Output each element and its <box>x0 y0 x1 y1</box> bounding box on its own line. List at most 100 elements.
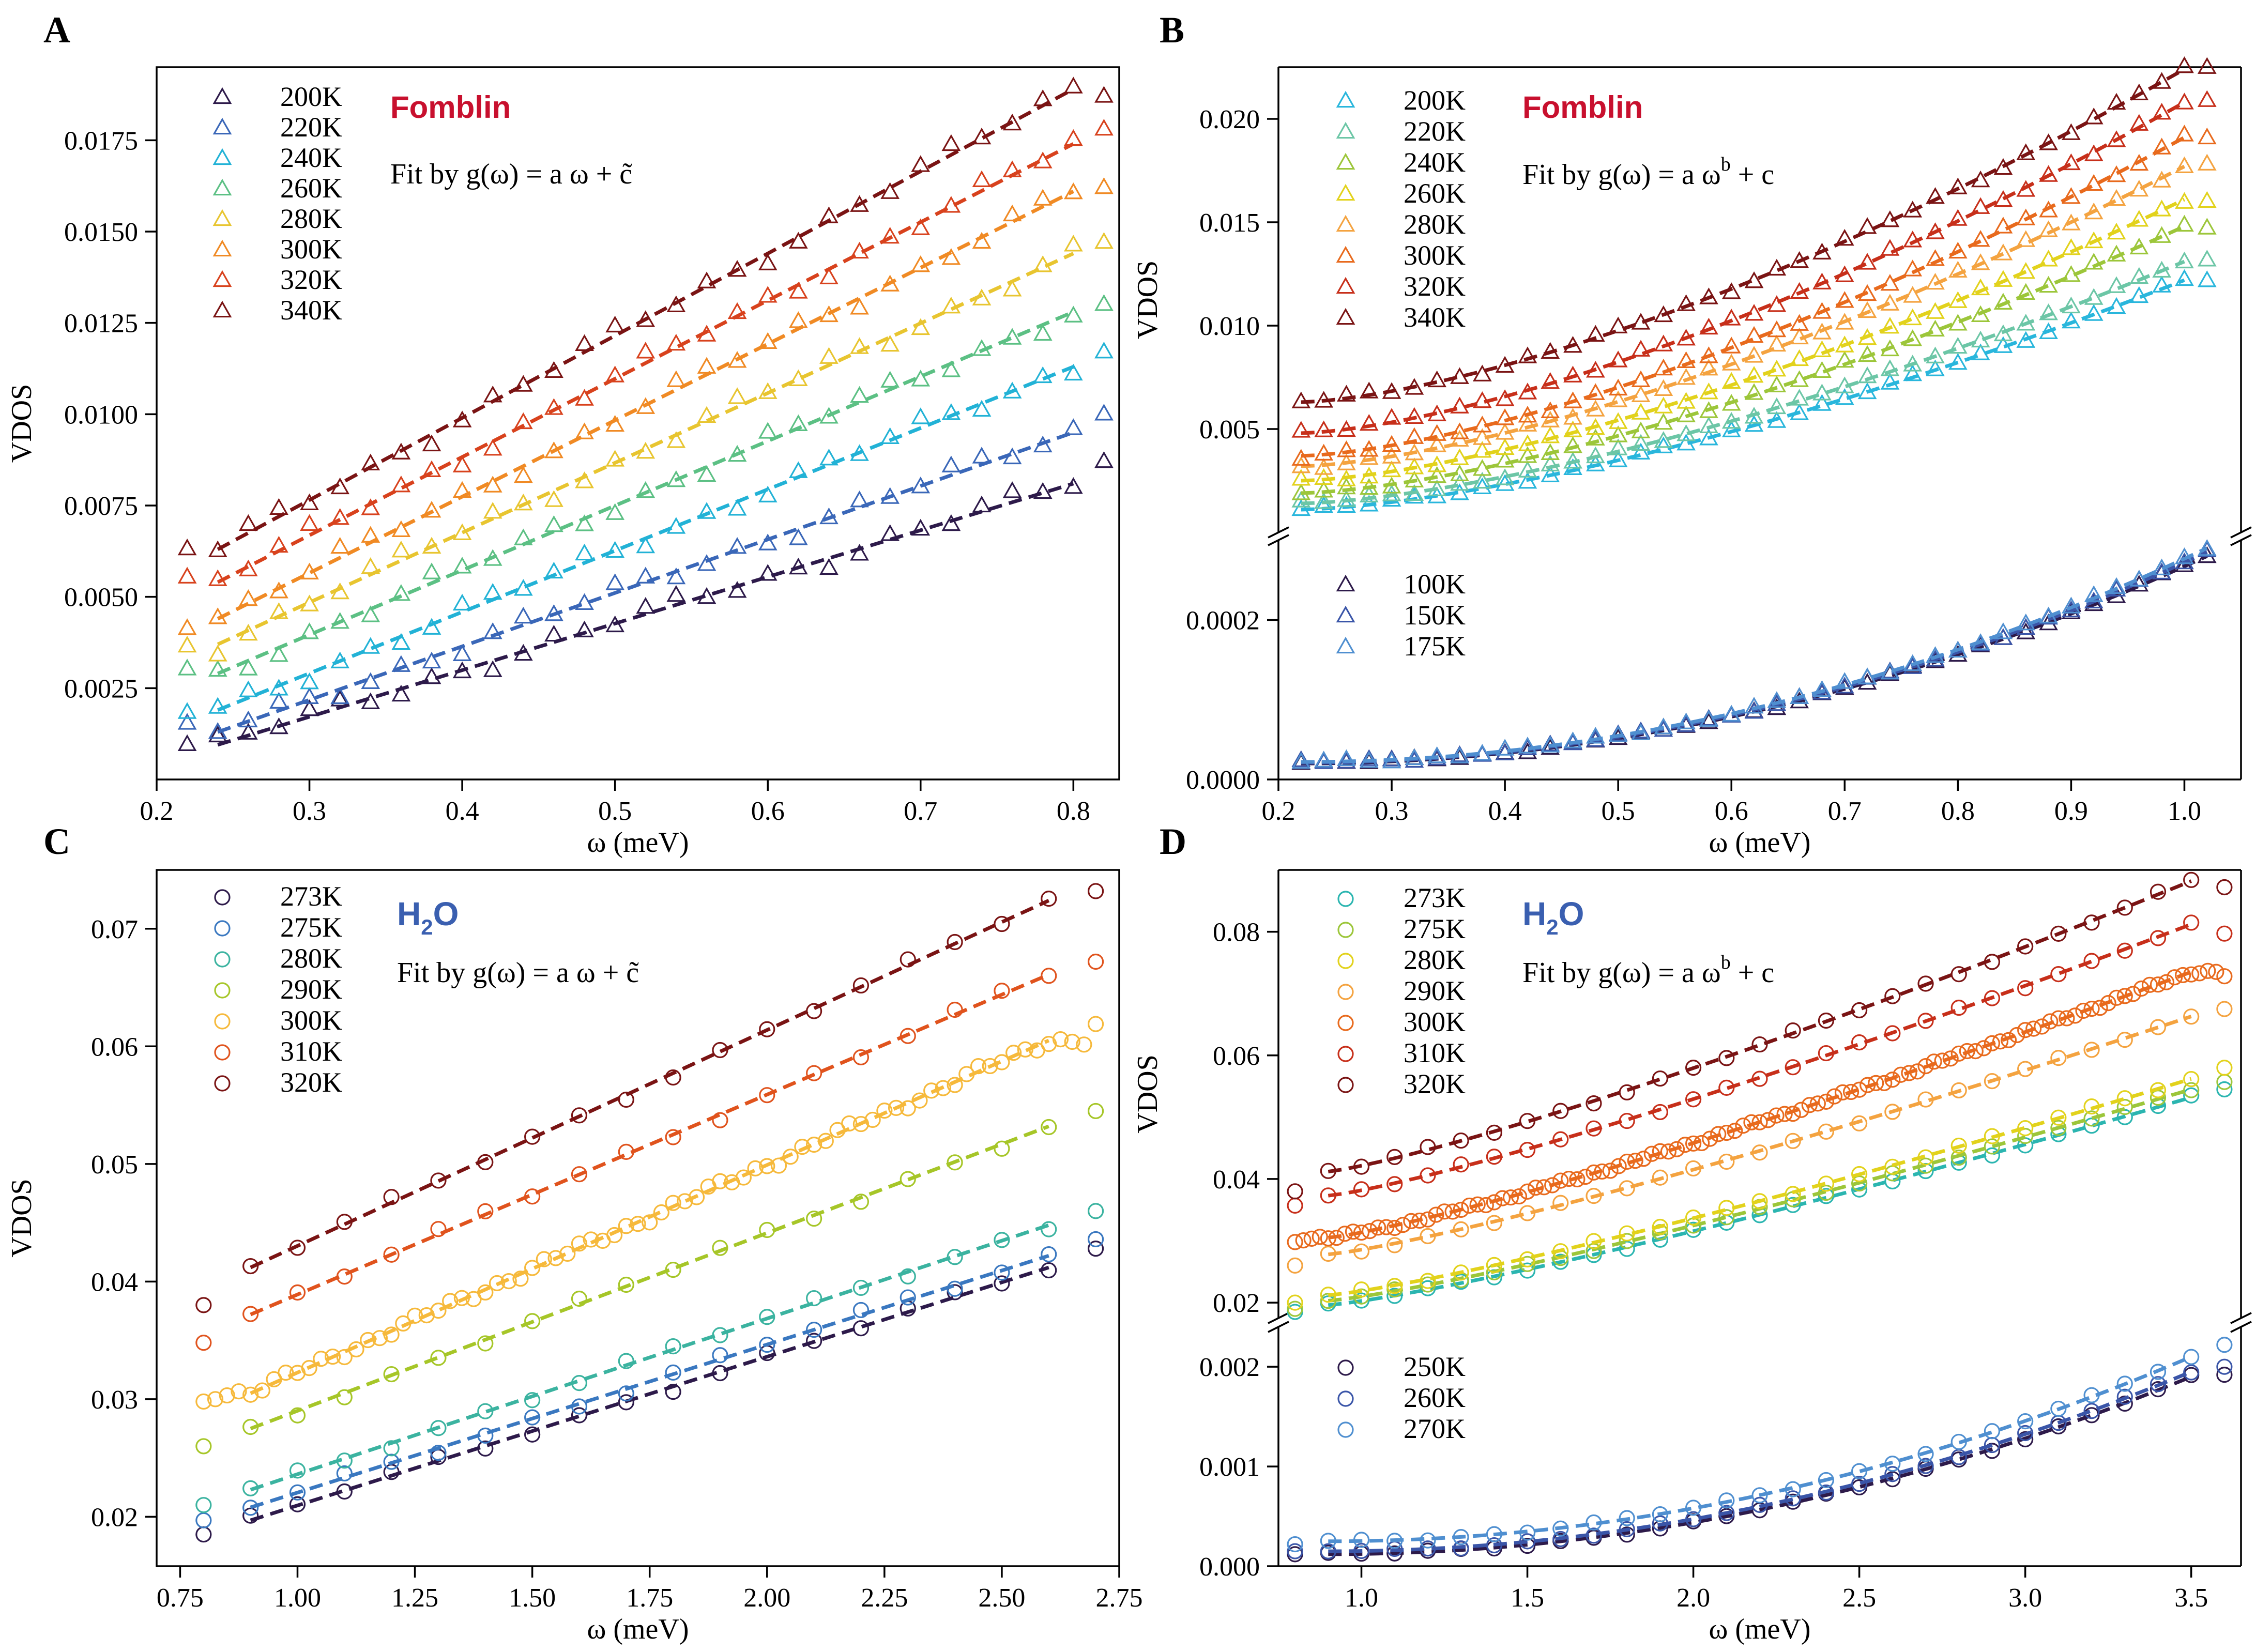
data-point <box>2152 102 2172 120</box>
data-point <box>238 514 258 531</box>
data-point <box>1654 305 1673 323</box>
data-point <box>2083 914 2100 931</box>
data-point <box>665 1364 681 1381</box>
data-point <box>788 311 808 328</box>
data-point <box>1880 339 1900 357</box>
data-point <box>231 1383 247 1400</box>
data-point <box>1544 1177 1561 1194</box>
series-280K <box>177 232 1114 662</box>
data-point <box>1359 478 1379 495</box>
data-point <box>208 540 227 557</box>
data-point <box>2116 1395 2133 1412</box>
data-point <box>1993 336 2013 353</box>
data-point <box>2183 1087 2200 1104</box>
data-point <box>911 255 931 272</box>
data-point <box>1767 375 1787 393</box>
axis-break-mark <box>2230 1312 2252 1324</box>
data-point <box>1727 1123 1743 1139</box>
data-point <box>2183 966 2200 983</box>
data-point <box>1971 305 1990 323</box>
data-point <box>697 271 717 288</box>
data-point <box>1002 481 1022 498</box>
data-point <box>636 441 656 459</box>
legend-label: 300K <box>280 234 342 265</box>
data-point <box>1993 622 2013 639</box>
data-point <box>1359 381 1379 399</box>
data-point <box>1743 1114 1760 1130</box>
data-point <box>1993 293 2013 310</box>
fit-line <box>217 87 1074 551</box>
data-point <box>712 1327 728 1343</box>
data-point <box>2107 93 2126 110</box>
data-point <box>1785 1197 1801 1213</box>
data-point <box>242 1507 259 1524</box>
data-point <box>1486 1215 1502 1231</box>
data-point <box>1427 466 1447 483</box>
data-point <box>1835 350 1854 368</box>
data-point <box>1685 1209 1702 1226</box>
data-point <box>1002 280 1022 297</box>
data-point <box>2183 1070 2200 1088</box>
series-320K <box>1291 90 2217 438</box>
data-point <box>1917 1458 1934 1474</box>
data-point <box>1751 1070 1768 1087</box>
data-point <box>1494 1190 1511 1206</box>
data-point <box>1851 1166 1868 1183</box>
legend-marker <box>212 178 232 196</box>
data-point <box>269 536 288 553</box>
data-point <box>2062 265 2081 282</box>
axis-break-mark <box>1268 534 1289 546</box>
data-point <box>1495 739 1515 756</box>
data-point <box>994 1054 1010 1070</box>
data-point <box>1785 1022 1801 1039</box>
data-point <box>513 493 533 511</box>
data-point <box>1631 721 1651 739</box>
data-point <box>1699 429 1718 446</box>
data-point <box>2017 980 2034 997</box>
data-point <box>1586 1120 1602 1137</box>
data-point <box>1420 1532 1436 1549</box>
legend-marker <box>214 1075 231 1092</box>
legend-marker <box>1336 308 1355 325</box>
data-point <box>1353 1181 1370 1198</box>
data-point <box>2183 1008 2200 1025</box>
data-point <box>2039 133 2058 150</box>
data-point <box>819 448 839 466</box>
data-point <box>301 1359 317 1376</box>
data-point <box>1685 1160 1702 1177</box>
legend-label: 240K <box>1404 147 1466 178</box>
data-point <box>1382 435 1401 452</box>
data-point <box>1835 335 1854 353</box>
data-point <box>2197 539 2217 556</box>
data-point <box>666 295 686 313</box>
data-point <box>1495 408 1515 425</box>
data-point <box>618 1091 634 1108</box>
data-point <box>2197 270 2217 287</box>
data-point <box>636 596 656 614</box>
data-point <box>330 537 350 554</box>
x-tick-label: 2.75 <box>1096 1583 1143 1613</box>
data-point <box>1291 391 1311 408</box>
data-point <box>483 660 502 677</box>
data-point <box>1857 366 1877 384</box>
data-point <box>1950 1149 1967 1166</box>
data-point <box>269 692 288 709</box>
data-point <box>383 1326 400 1343</box>
fit-line <box>1328 922 2192 1198</box>
legend-marker <box>212 239 232 257</box>
data-point <box>1359 749 1379 766</box>
data-point <box>513 579 533 596</box>
data-point <box>900 1171 916 1187</box>
fit-line <box>217 142 1074 584</box>
data-point <box>1436 1203 1453 1220</box>
data-point <box>1087 1231 1104 1248</box>
data-point <box>2084 253 2103 270</box>
data-point <box>1767 258 1787 276</box>
data-point <box>483 583 502 600</box>
data-point <box>1676 368 1696 385</box>
data-point <box>2216 1367 2233 1383</box>
data-point <box>1767 691 1787 708</box>
data-point <box>300 687 319 704</box>
data-point <box>1033 89 1053 106</box>
data-point <box>2017 1128 2034 1144</box>
